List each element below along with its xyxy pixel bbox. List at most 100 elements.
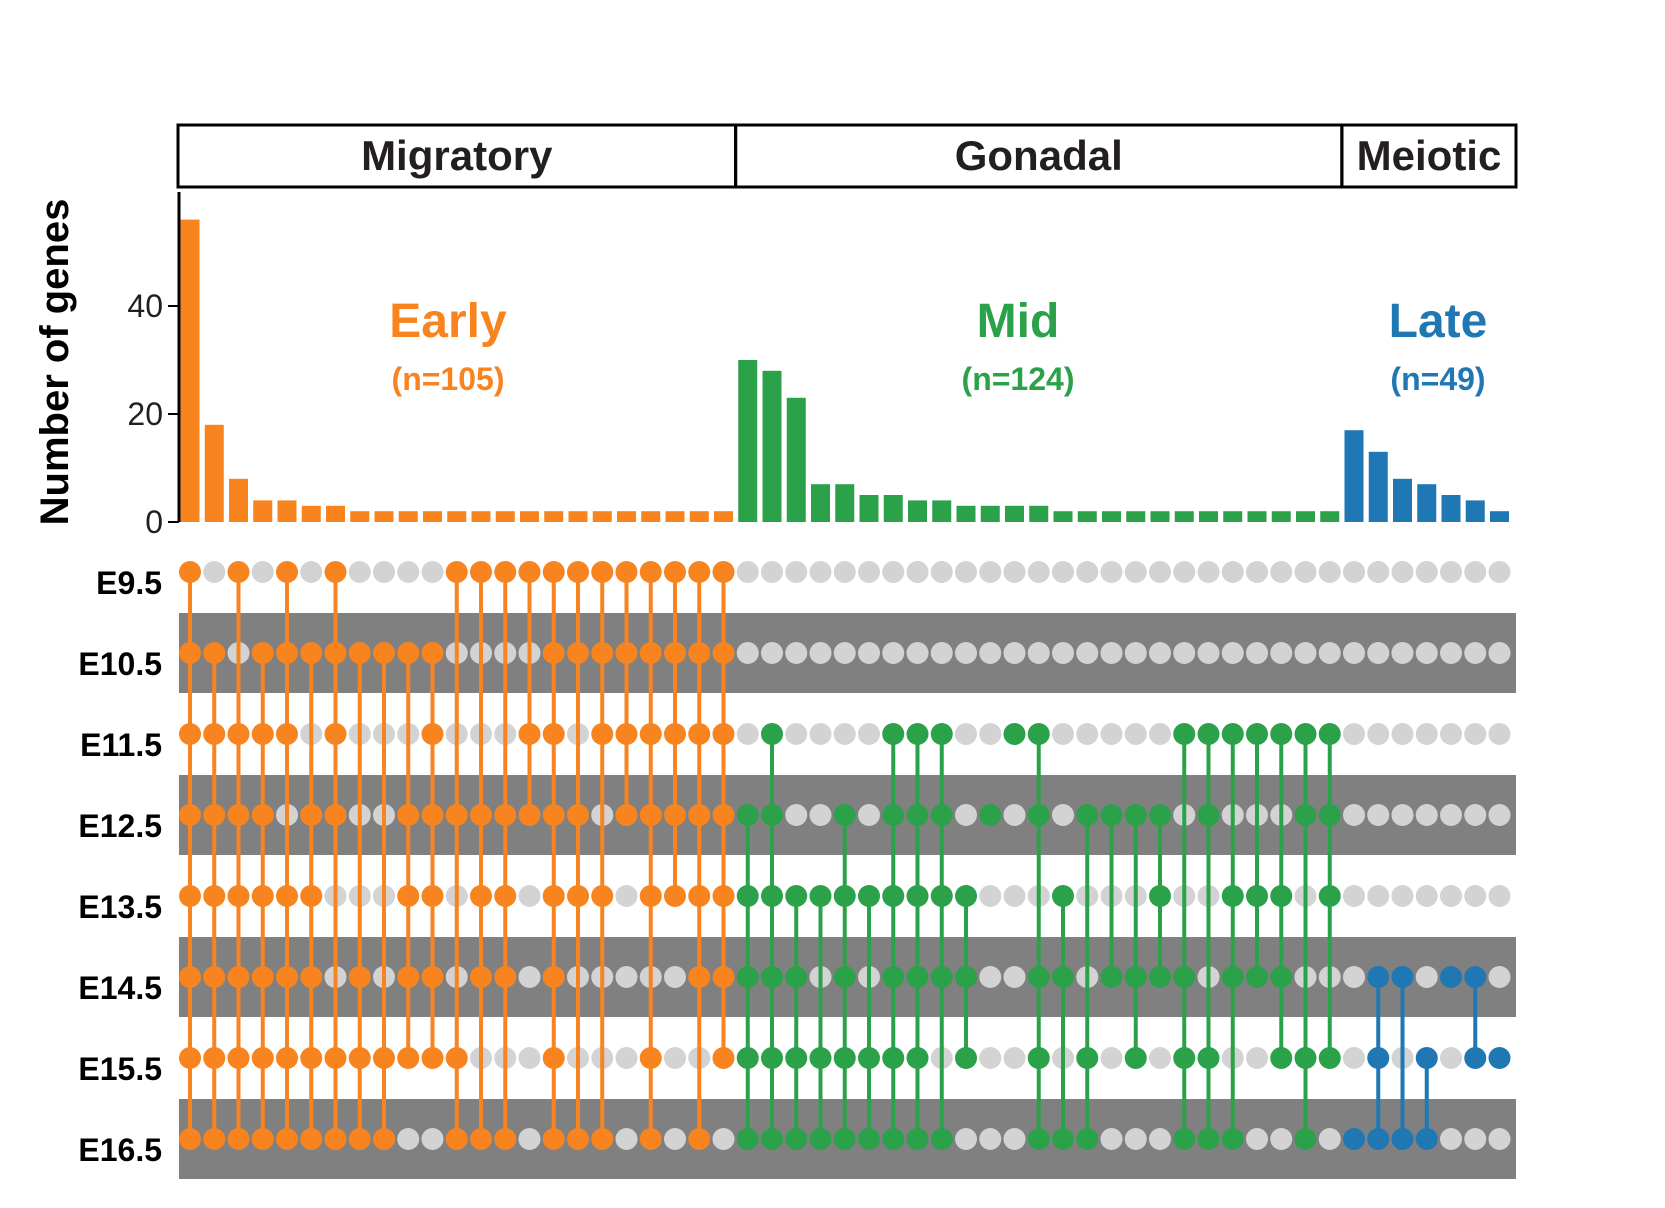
bar-col-20: [641, 511, 661, 522]
empty-dot: [1246, 1047, 1268, 1069]
filled-dot: [324, 1047, 347, 1069]
stage-label-E10-5: E10.5: [78, 646, 162, 682]
matrix-col-6: [300, 561, 323, 1150]
empty-dot: [1246, 642, 1268, 664]
filled-dot: [567, 804, 589, 826]
filled-dot: [518, 723, 541, 745]
filled-dot: [639, 1128, 662, 1150]
filled-dot: [421, 1047, 444, 1069]
empty-dot: [1003, 642, 1026, 664]
empty-dot: [1100, 1128, 1123, 1150]
stage-label-E15-5: E15.5: [78, 1051, 162, 1087]
empty-dot: [1149, 1047, 1171, 1069]
filled-dot: [1221, 1128, 1244, 1150]
filled-dot: [1367, 966, 1390, 988]
matrix-col-34: [979, 561, 1002, 1150]
filled-dot: [227, 1128, 250, 1150]
empty-dot: [809, 804, 832, 826]
filled-dot: [1343, 1128, 1365, 1150]
empty-dot: [1294, 642, 1317, 664]
bar-col-46: [1271, 511, 1291, 522]
empty-dot: [1149, 561, 1171, 583]
filled-dot: [276, 966, 298, 988]
filled-dot: [882, 1128, 905, 1150]
filled-dot: [1197, 1047, 1220, 1069]
filled-dot: [833, 1047, 856, 1069]
empty-dot: [251, 561, 274, 583]
bar-col-8: [350, 511, 370, 522]
filled-dot: [567, 642, 589, 664]
filled-dot: [179, 642, 201, 664]
group-count-early: (n=105): [392, 361, 505, 397]
filled-dot: [712, 885, 735, 907]
empty-dot: [979, 1128, 1002, 1150]
filled-dot: [1270, 1047, 1293, 1069]
bar-col-19: [617, 511, 636, 522]
empty-dot: [955, 1128, 977, 1150]
filled-dot: [1246, 723, 1268, 745]
filled-dot: [712, 723, 735, 745]
matrix-col-42: [1173, 561, 1196, 1150]
empty-dot: [1124, 1128, 1147, 1150]
filled-dot: [324, 642, 347, 664]
bar-col-48: [1320, 511, 1340, 522]
empty-dot: [955, 561, 977, 583]
bar-col-51: [1393, 478, 1412, 522]
bar-col-13: [471, 511, 491, 522]
filled-dot: [300, 966, 323, 988]
matrix-col-39: [1100, 561, 1123, 1150]
filled-dot: [348, 1128, 371, 1150]
bar-col-29: [859, 495, 879, 522]
filled-dot: [203, 1047, 226, 1069]
filled-dot: [542, 1128, 565, 1150]
empty-dot: [1076, 561, 1099, 583]
filled-dot: [421, 804, 444, 826]
filled-dot: [179, 1047, 201, 1069]
matrix-col-36: [1027, 561, 1050, 1150]
filled-dot: [276, 561, 298, 583]
matrix-col-30: [882, 561, 905, 1150]
filled-dot: [1367, 1047, 1390, 1069]
bar-col-10: [398, 511, 418, 522]
matrix-col-4: [251, 561, 274, 1150]
stage-label-E12-5: E12.5: [78, 808, 162, 844]
filled-dot: [955, 1047, 977, 1069]
matrix-col-41: [1149, 561, 1171, 1150]
empty-dot: [1197, 642, 1220, 664]
filled-dot: [688, 885, 711, 907]
filled-dot: [955, 885, 977, 907]
matrix-col-55: [1488, 561, 1511, 1150]
filled-dot: [1027, 966, 1050, 988]
empty-dot: [1270, 561, 1293, 583]
empty-dot: [1052, 642, 1074, 664]
filled-dot: [251, 804, 274, 826]
empty-dot: [785, 642, 808, 664]
filled-dot: [955, 966, 977, 988]
empty-dot: [979, 966, 1002, 988]
empty-dot: [1076, 723, 1099, 745]
matrix-col-17: [567, 561, 589, 1150]
filled-dot: [300, 885, 323, 907]
filled-dot: [761, 1047, 783, 1069]
matrix-col-50: [1367, 561, 1390, 1150]
empty-dot: [1149, 1128, 1171, 1150]
empty-dot: [1415, 804, 1438, 826]
empty-dot: [858, 804, 880, 826]
empty-dot: [1343, 966, 1365, 988]
y-tick-label-0: 0: [145, 504, 163, 540]
filled-dot: [1149, 966, 1171, 988]
filled-dot: [300, 1128, 323, 1150]
matrix-col-49: [1343, 561, 1365, 1150]
filled-dot: [1052, 966, 1074, 988]
empty-dot: [955, 804, 977, 826]
filled-dot: [785, 966, 808, 988]
filled-dot: [736, 804, 759, 826]
empty-dot: [1173, 561, 1196, 583]
matrix-col-14: [494, 561, 517, 1150]
empty-dot: [203, 561, 226, 583]
filled-dot: [1318, 723, 1341, 745]
filled-dot: [251, 642, 274, 664]
empty-dot: [1270, 642, 1293, 664]
matrix-col-10: [397, 561, 420, 1150]
filled-dot: [1391, 1128, 1414, 1150]
